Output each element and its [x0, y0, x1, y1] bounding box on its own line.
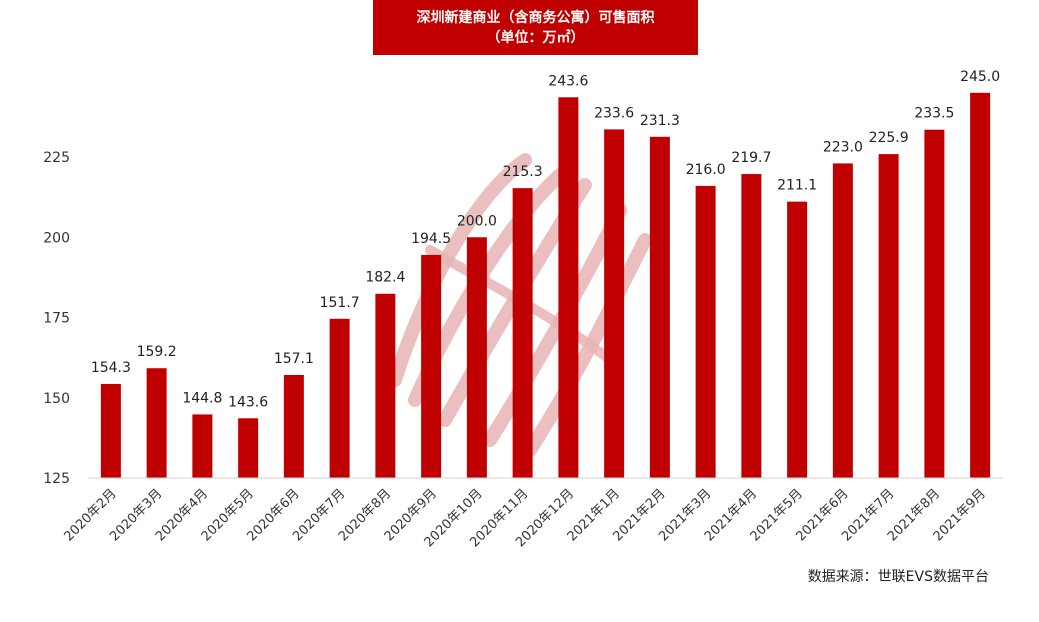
bar-value-label: 194.5	[411, 231, 451, 247]
bar	[878, 154, 899, 478]
bar-value-label: 219.7	[731, 150, 771, 166]
y-tick-label: 150	[43, 391, 70, 407]
bar	[512, 188, 533, 478]
bar-value-label: 225.9	[869, 130, 909, 146]
y-tick-label: 125	[43, 471, 70, 487]
bar-value-label: 157.1	[274, 351, 314, 367]
bar-value-label: 216.0	[686, 162, 726, 178]
bar	[329, 318, 350, 478]
data-source-note: 数据来源：世联EVS数据平台	[807, 569, 989, 585]
bar	[832, 163, 853, 479]
bar-value-label: 233.6	[594, 105, 634, 121]
bar	[375, 293, 396, 478]
bar-value-label: 151.7	[320, 295, 360, 311]
bar	[787, 201, 808, 478]
bar	[741, 174, 762, 478]
chart-title: 深圳新建商业（含商务公寓）可售面积	[416, 9, 655, 26]
bar-value-label: 182.4	[365, 270, 405, 286]
bar	[970, 92, 991, 479]
bar-value-label: 231.3	[640, 113, 680, 129]
chart-title-box: 深圳新建商业（含商务公寓）可售面积 （单位：万㎡）	[373, 0, 698, 55]
bar	[100, 383, 121, 478]
bar	[192, 414, 213, 478]
bar	[238, 418, 259, 478]
bar	[924, 129, 945, 478]
bar-value-label: 144.8	[182, 390, 222, 406]
bar-value-label: 200.0	[457, 213, 497, 229]
bar-value-label: 154.3	[91, 360, 131, 376]
bar-value-label: 245.0	[960, 69, 1000, 85]
bar	[649, 136, 670, 479]
bar	[466, 237, 487, 478]
y-tick-label: 175	[43, 311, 70, 327]
bar	[695, 185, 716, 478]
bar-value-label: 243.6	[548, 73, 588, 89]
bar-value-label: 233.5	[914, 106, 954, 122]
bar	[558, 97, 579, 478]
bar-value-label: 143.6	[228, 394, 268, 410]
y-tick-label: 225	[43, 150, 70, 166]
chart-subtitle: （单位：万㎡）	[486, 29, 585, 46]
bar	[146, 368, 167, 478]
bar-value-label: 215.3	[503, 164, 543, 180]
bar-value-label: 159.2	[137, 344, 177, 360]
bar	[604, 129, 625, 479]
bar	[283, 374, 304, 478]
y-tick-label: 200	[43, 230, 70, 246]
bar-value-label: 211.1	[777, 178, 817, 194]
bar-value-label: 223.0	[823, 139, 863, 155]
bar	[421, 254, 442, 478]
